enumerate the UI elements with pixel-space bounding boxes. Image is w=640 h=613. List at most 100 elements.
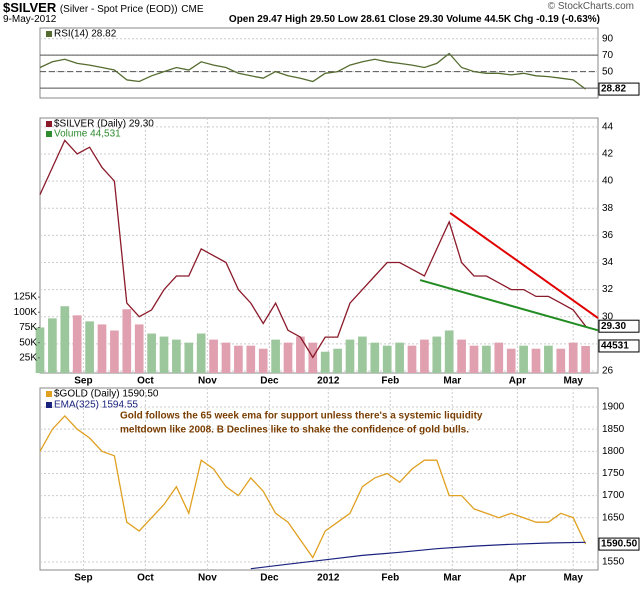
- volume-bar: [48, 318, 57, 373]
- volume-bar: [531, 348, 541, 373]
- x-tick-label: Apr: [509, 573, 526, 584]
- y-tick-label: 90: [602, 33, 614, 44]
- y-tick-label: 50: [602, 66, 614, 77]
- last-value-label: 28.82: [601, 84, 626, 95]
- y-tick-label: 30: [602, 311, 614, 322]
- volume-bar: [35, 327, 45, 373]
- volume-bar: [382, 345, 392, 373]
- y-tick-label: 34: [602, 257, 614, 268]
- y-tick-label: 70: [602, 50, 614, 61]
- annotation: meltdown like 2008. B Declines like to s…: [120, 425, 469, 436]
- x-tick-label: Mar: [443, 376, 461, 387]
- y-tick-label: 1800: [602, 446, 625, 457]
- y-tick-label: 40: [602, 176, 614, 187]
- y-tick-label: 32: [602, 284, 614, 295]
- volume-bar: [60, 306, 70, 373]
- legend-swatch: [46, 402, 52, 408]
- y-tick-label: 1900: [602, 402, 625, 413]
- last-value-label: 29.30: [601, 321, 626, 332]
- y-tick-label: 38: [602, 203, 614, 214]
- x-tick-label: Feb: [381, 573, 399, 584]
- x-tick-label: Sep: [74, 376, 92, 387]
- series-line: [39, 52, 586, 90]
- volume-bar: [568, 342, 578, 373]
- volume-bar: [544, 345, 553, 373]
- x-tick-label: Oct: [137, 376, 154, 387]
- title-line: $SILVER (Silver - Spot Price (EOD)) CME: [3, 0, 204, 15]
- volume-bar: [184, 342, 194, 373]
- quote: Open 29.47 High 29.50 Low 28.61 Close 29…: [228, 14, 600, 25]
- panel: [39, 387, 599, 571]
- legend-entry: EMA(325) 1594.55: [54, 400, 138, 411]
- volume-bar: [457, 339, 466, 373]
- volume-bar: [196, 333, 206, 373]
- volume-bar: [97, 324, 107, 373]
- volume-bar: [469, 345, 479, 373]
- volume-bar: [519, 345, 528, 373]
- panel: [39, 27, 599, 99]
- volume-bar: [234, 345, 243, 373]
- volume-tick-label: 100K: [14, 307, 38, 318]
- legend-swatch: [46, 391, 52, 397]
- x-tick-label: Nov: [198, 573, 217, 584]
- volume-bar: [271, 339, 280, 373]
- volume-bar: [122, 309, 132, 373]
- series-line: [39, 414, 587, 559]
- legend-entry: RSI(14) 28.82: [54, 29, 117, 40]
- volume-bar: [221, 342, 231, 373]
- last-value-label: 1590.50: [601, 539, 638, 550]
- volume-bar: [320, 351, 330, 373]
- volume-bar: [110, 330, 119, 373]
- y-tick-label: 1850: [602, 424, 625, 435]
- volume-bar: [494, 342, 504, 373]
- y-tick-label: 26: [602, 366, 614, 377]
- series-line: [250, 541, 586, 570]
- x-tick-label: Dec: [260, 376, 279, 387]
- y-tick-label: 1650: [602, 512, 625, 523]
- last-value-label-box: [598, 82, 640, 96]
- volume-bar: [482, 345, 491, 373]
- y-tick-label: 44: [602, 121, 614, 132]
- exchange: CME: [181, 4, 204, 15]
- volume-bar: [420, 339, 429, 373]
- volume-bar: [159, 336, 169, 373]
- volume-bar: [258, 348, 268, 373]
- volume-bar: [333, 348, 342, 373]
- x-tick-label: 2012: [317, 376, 340, 387]
- title: $SILVER: [3, 0, 57, 15]
- volume-bar: [246, 345, 256, 373]
- x-tick-label: Sep: [74, 573, 92, 584]
- volume-bar: [407, 345, 417, 373]
- trendline: [449, 212, 599, 319]
- x-tick-label: May: [563, 573, 583, 584]
- volume-bar: [283, 342, 293, 373]
- y-tick-label: 1750: [602, 468, 625, 479]
- volume-tick-label: 75K: [19, 322, 37, 333]
- volume-bar: [85, 321, 94, 373]
- volume-bar: [172, 339, 181, 373]
- legend-swatch: [46, 131, 52, 137]
- volume-bar: [581, 345, 590, 373]
- volume-tick-label: 50K: [19, 337, 37, 348]
- y-tick-label: 1700: [602, 490, 625, 501]
- x-tick-label: Feb: [381, 376, 399, 387]
- x-tick-label: May: [563, 376, 583, 387]
- volume-bar: [358, 336, 367, 373]
- y-tick-label: 1550: [602, 557, 625, 568]
- date: 9-May-2012: [3, 14, 57, 25]
- credit: © StockCharts.com: [547, 1, 634, 12]
- volume-tick-label: 125K: [14, 292, 38, 303]
- y-tick-label: 42: [602, 149, 614, 160]
- volume-bar: [432, 336, 442, 373]
- volume-bar: [134, 324, 144, 373]
- volume-bar: [345, 339, 355, 373]
- legend-swatch: [46, 31, 52, 37]
- volume-bar: [209, 339, 218, 373]
- volume-bar: [556, 348, 566, 373]
- x-tick-label: Dec: [260, 573, 279, 584]
- header: $SILVER (Silver - Spot Price (EOD)) CME …: [0, 0, 640, 26]
- trendline: [419, 279, 599, 332]
- volume-bar: [72, 315, 82, 373]
